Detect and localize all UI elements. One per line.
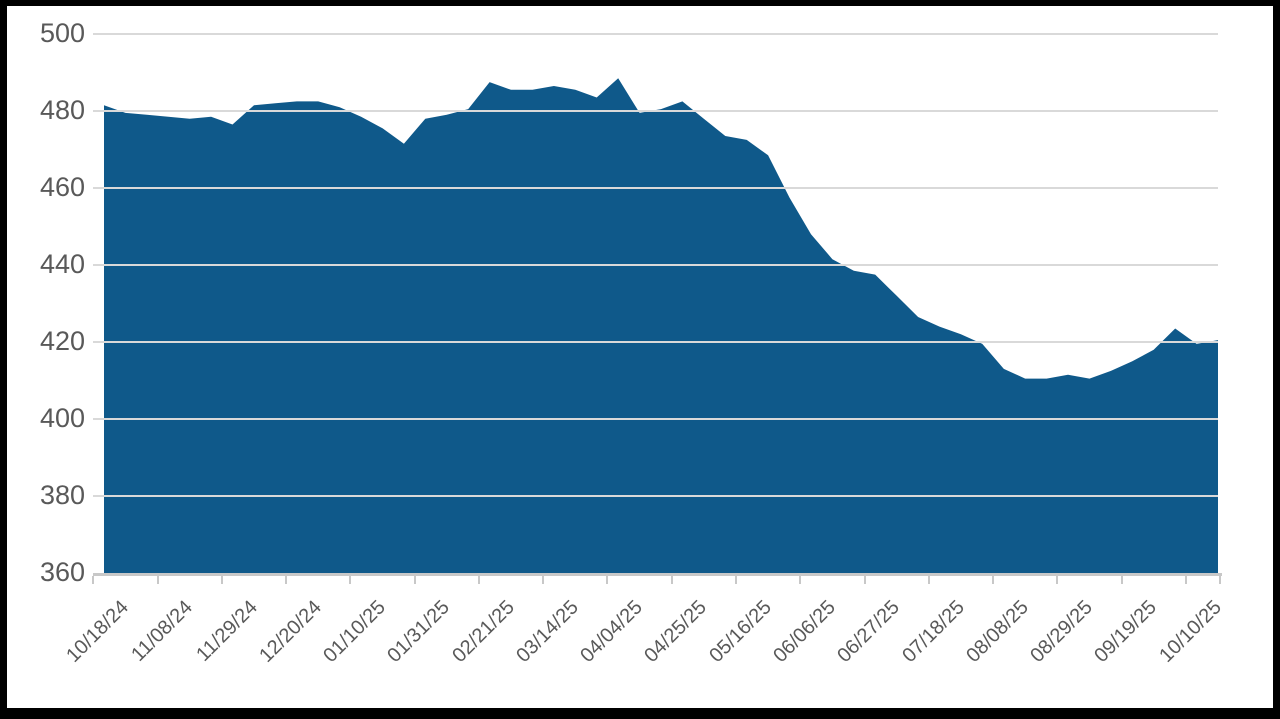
gridline-500 bbox=[93, 33, 1218, 35]
y-axis-label: 440 bbox=[39, 249, 85, 279]
gridline-420 bbox=[93, 341, 1218, 343]
x-axis-tick bbox=[542, 576, 545, 584]
x-axis-tick bbox=[92, 576, 95, 584]
x-axis-tick bbox=[413, 576, 416, 584]
y-axis-label: 380 bbox=[39, 480, 85, 510]
chart-panel: 500 480 460 440 420 400 380 360 10/18/24 11/08/2… bbox=[7, 6, 1273, 708]
x-axis-tick bbox=[799, 576, 802, 584]
y-axis-label: 420 bbox=[39, 326, 85, 356]
x-axis-tick bbox=[863, 576, 866, 584]
y-axis-label: 360 bbox=[39, 557, 85, 587]
gridline-460 bbox=[93, 187, 1218, 189]
x-axis-tick bbox=[1219, 576, 1221, 584]
x-axis-tick bbox=[670, 576, 673, 584]
y-axis-label: 400 bbox=[39, 403, 85, 433]
x-axis-tick bbox=[220, 576, 223, 584]
x-axis-tick bbox=[477, 576, 480, 584]
x-axis-tick bbox=[1120, 576, 1123, 584]
y-axis-label: 460 bbox=[39, 172, 85, 202]
x-axis-tick bbox=[1184, 576, 1187, 584]
area-chart bbox=[104, 78, 1218, 574]
gridline-380 bbox=[93, 495, 1218, 497]
x-axis-line bbox=[93, 573, 1222, 576]
gridline-480 bbox=[93, 110, 1218, 112]
x-axis-tick bbox=[927, 576, 930, 584]
x-axis-tick bbox=[156, 576, 159, 584]
x-axis-tick bbox=[349, 576, 352, 584]
x-axis-tick bbox=[606, 576, 609, 584]
x-axis-tick bbox=[734, 576, 737, 584]
y-axis-label: 480 bbox=[39, 95, 85, 125]
x-axis-tick bbox=[992, 576, 995, 584]
x-axis-tick bbox=[1056, 576, 1059, 584]
y-axis-label: 500 bbox=[39, 18, 85, 48]
gridline-400 bbox=[93, 418, 1218, 420]
area-series bbox=[104, 78, 1218, 574]
gridline-440 bbox=[93, 264, 1218, 266]
x-axis-tick bbox=[285, 576, 288, 584]
